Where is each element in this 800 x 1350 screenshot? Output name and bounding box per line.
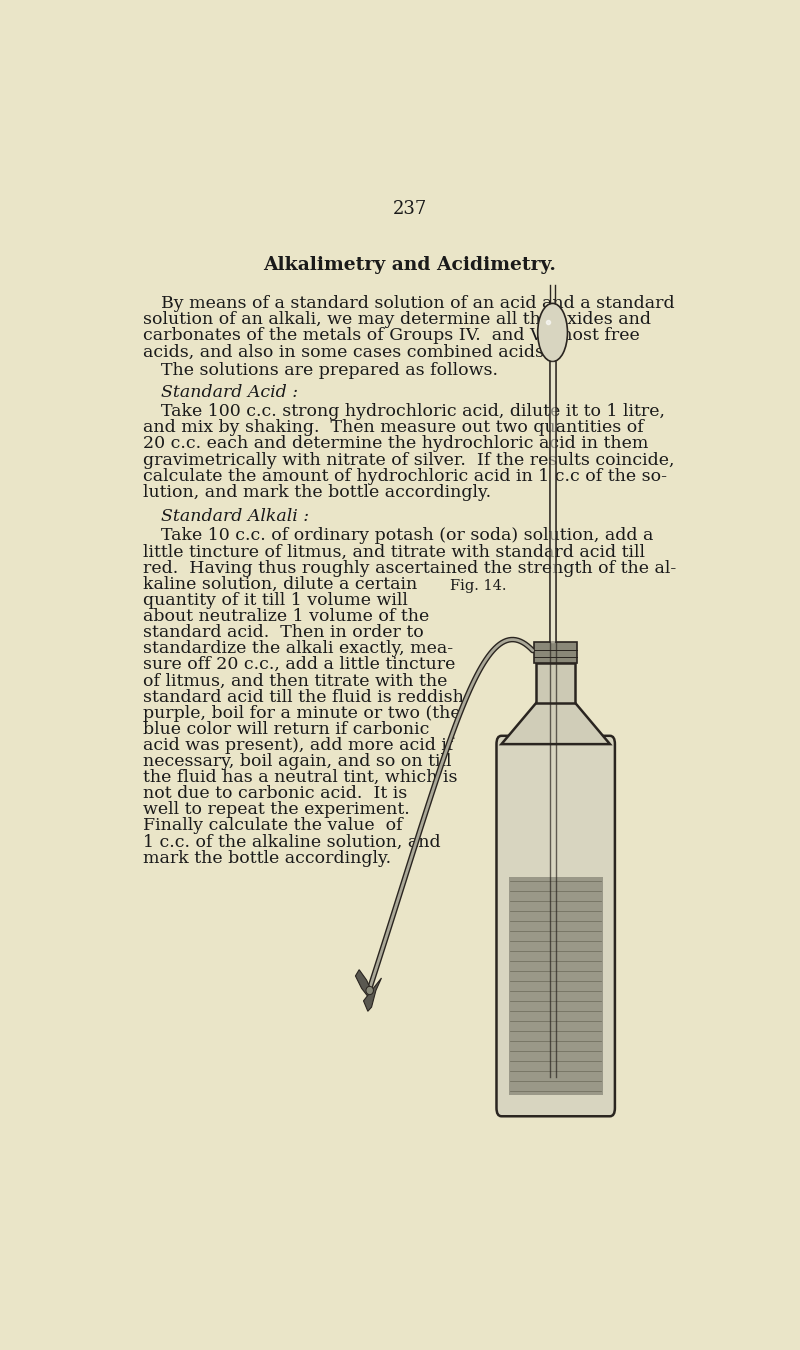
Bar (509, 878, 602, 1095)
Text: solution of an alkali, we may determine all the oxides and: solution of an alkali, we may determine … (143, 310, 651, 328)
Ellipse shape (366, 987, 374, 995)
Bar (534, 643, 578, 663)
Text: Finally calculate the value  of: Finally calculate the value of (143, 817, 403, 834)
Text: lution, and mark the bottle accordingly.: lution, and mark the bottle accordingly. (143, 483, 491, 501)
Text: Standard Alkali :: Standard Alkali : (161, 508, 309, 525)
Text: blue color will return if carbonic: blue color will return if carbonic (143, 721, 430, 737)
Text: the fluid has a neutral tint, which is: the fluid has a neutral tint, which is (143, 769, 458, 786)
Text: 237: 237 (393, 200, 427, 219)
Text: standard acid till the fluid is reddish: standard acid till the fluid is reddish (143, 688, 464, 706)
Text: not due to carbonic acid.  It is: not due to carbonic acid. It is (143, 786, 408, 802)
Bar (509, 756, 602, 878)
Text: acids, and also in some cases combined acids.: acids, and also in some cases combined a… (143, 343, 550, 360)
Text: red.  Having thus roughly ascertained the strength of the al-: red. Having thus roughly ascertained the… (143, 560, 677, 576)
Text: Take 100 c.c. strong hydrochloric acid, dilute it to 1 litre,: Take 100 c.c. strong hydrochloric acid, … (161, 404, 665, 420)
Text: mark the bottle accordingly.: mark the bottle accordingly. (143, 849, 391, 867)
Polygon shape (502, 702, 610, 744)
Text: Standard Acid :: Standard Acid : (161, 383, 298, 401)
Text: purple, boil for a minute or two (the: purple, boil for a minute or two (the (143, 705, 461, 722)
Text: By means of a standard solution of an acid and a standard: By means of a standard solution of an ac… (161, 296, 674, 312)
Text: and mix by shaking.  Then measure out two quantities of: and mix by shaking. Then measure out two… (143, 420, 644, 436)
Ellipse shape (538, 304, 567, 362)
Text: gravimetrically with nitrate of silver.  If the results coincide,: gravimetrically with nitrate of silver. … (143, 451, 675, 468)
Polygon shape (363, 977, 382, 1011)
Text: acid was present), add more acid if: acid was present), add more acid if (143, 737, 454, 753)
Text: sure off 20 c.c., add a little tincture: sure off 20 c.c., add a little tincture (143, 656, 456, 674)
Text: Alkalimetry and Acidimetry.: Alkalimetry and Acidimetry. (263, 255, 557, 274)
Text: quantity of it till 1 volume will: quantity of it till 1 volume will (143, 591, 408, 609)
Text: about neutralize 1 volume of the: about neutralize 1 volume of the (143, 608, 430, 625)
Text: kaline solution, dilute a certain: kaline solution, dilute a certain (143, 575, 418, 593)
Bar (537, 663, 575, 702)
Text: necessary, boil again, and so on till: necessary, boil again, and so on till (143, 753, 452, 769)
Text: standardize the alkali exactly, mea-: standardize the alkali exactly, mea- (143, 640, 454, 657)
Text: calculate the amount of hydrochloric acid in 1 c.c of the so-: calculate the amount of hydrochloric aci… (143, 467, 667, 485)
Text: 20 c.c. each and determine the hydrochloric acid in them: 20 c.c. each and determine the hydrochlo… (143, 436, 649, 452)
FancyBboxPatch shape (497, 736, 615, 1116)
Text: of litmus, and then titrate with the: of litmus, and then titrate with the (143, 672, 448, 690)
Text: Take 10 c.c. of ordinary potash (or soda) solution, add a: Take 10 c.c. of ordinary potash (or soda… (161, 528, 653, 544)
Text: The solutions are prepared as follows.: The solutions are prepared as follows. (161, 362, 498, 378)
Text: 1 c.c. of the alkaline solution, and: 1 c.c. of the alkaline solution, and (143, 833, 441, 851)
Polygon shape (355, 969, 373, 999)
Text: standard acid.  Then in order to: standard acid. Then in order to (143, 624, 424, 641)
Text: Fig. 14.: Fig. 14. (450, 579, 507, 593)
Text: well to repeat the experiment.: well to repeat the experiment. (143, 802, 410, 818)
Text: carbonates of the metals of Groups IV.  and V., most free: carbonates of the metals of Groups IV. a… (143, 327, 640, 344)
Text: little tincture of litmus, and titrate with standard acid till: little tincture of litmus, and titrate w… (143, 544, 646, 560)
